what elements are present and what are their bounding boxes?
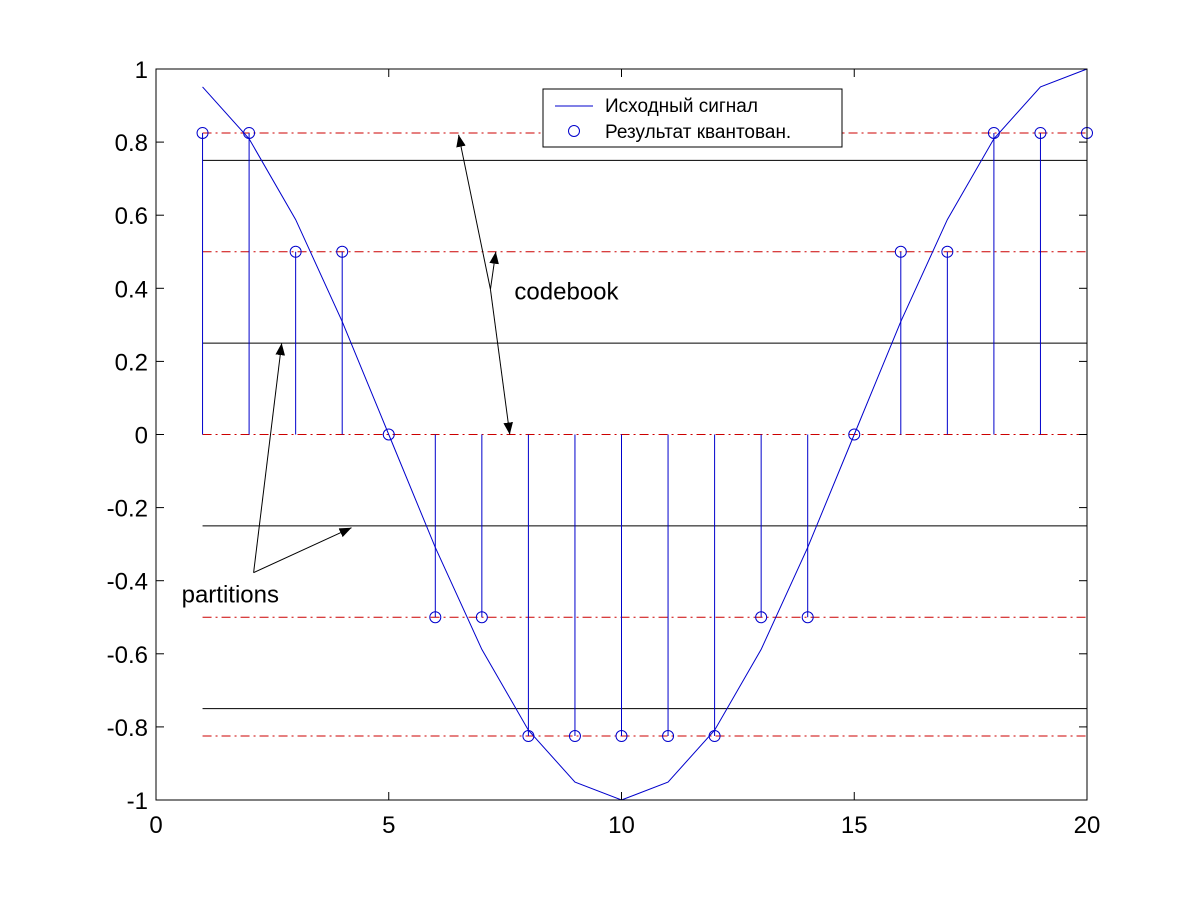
quantized-marker [429, 611, 442, 624]
x-tick-label: 20 [1074, 812, 1101, 839]
legend-label: Результат квантован. [605, 122, 791, 143]
y-tick-label: -0.8 [107, 715, 148, 742]
quantized-marker [336, 245, 349, 258]
quantized-marker [289, 245, 302, 258]
annotation-arrow [253, 527, 352, 574]
quantized-marker [755, 611, 768, 624]
y-tick-label: -0.6 [107, 642, 148, 669]
y-tick-label: 0.4 [115, 276, 148, 303]
x-tick-label: 15 [841, 812, 868, 839]
y-tick-label: -0.4 [107, 569, 148, 596]
quantized-marker [1034, 126, 1047, 139]
y-tick-label: 0.2 [115, 349, 148, 376]
codebook-lines [202, 132, 1087, 737]
axis-ticks: 0 5 10 15 20 1 0.8 0.6 0.4 0.2 0 -0.2 -0.4 -0.6 -0.8 -1 [107, 57, 1101, 839]
quantized-marker [987, 126, 1000, 139]
quantized-marker [475, 611, 488, 624]
quantized-marker [848, 428, 861, 441]
partition-lines [202, 159, 1087, 710]
annotations: codebook partitions [182, 134, 620, 609]
annotation-arrow [456, 134, 491, 290]
quantized-marker [662, 730, 675, 743]
legend-label: Исходный сигнал [605, 96, 758, 117]
x-tick-label: 10 [608, 812, 635, 839]
signal-line [202, 68, 1088, 801]
quantized-marker [382, 428, 395, 441]
x-tick-label: 5 [382, 812, 395, 839]
partitions-annotation: partitions [182, 582, 279, 609]
annotation-arrow [489, 289, 513, 435]
quantized-marker [615, 730, 628, 743]
annotation-arrow [489, 251, 499, 290]
quantized-marker [894, 245, 907, 258]
y-tick-label: 0.6 [115, 203, 148, 230]
legend: Исходный сигнал Результат квантован. [542, 88, 843, 148]
signal-line-group [202, 68, 1088, 801]
quantized-marker [801, 611, 814, 624]
y-tick-label: 0 [135, 423, 148, 450]
quantized-marker [522, 730, 535, 743]
y-tick-label: -0.2 [107, 496, 148, 523]
codebook-annotation: codebook [514, 278, 619, 305]
annotation-arrow [253, 343, 285, 573]
quantized-marker [708, 730, 721, 743]
quantized-marker [243, 126, 256, 139]
quantized-marker [568, 730, 581, 743]
y-tick-label: -1 [127, 788, 148, 815]
quantized-markers [196, 126, 1093, 743]
legend-marker-swatch [568, 125, 580, 137]
legend-box [542, 88, 843, 148]
quantized-marker [196, 126, 209, 139]
quantized-marker [941, 245, 954, 258]
x-tick-label: 0 [149, 812, 162, 839]
y-tick-label: 0.8 [115, 130, 148, 157]
y-tick-label: 1 [135, 57, 148, 84]
